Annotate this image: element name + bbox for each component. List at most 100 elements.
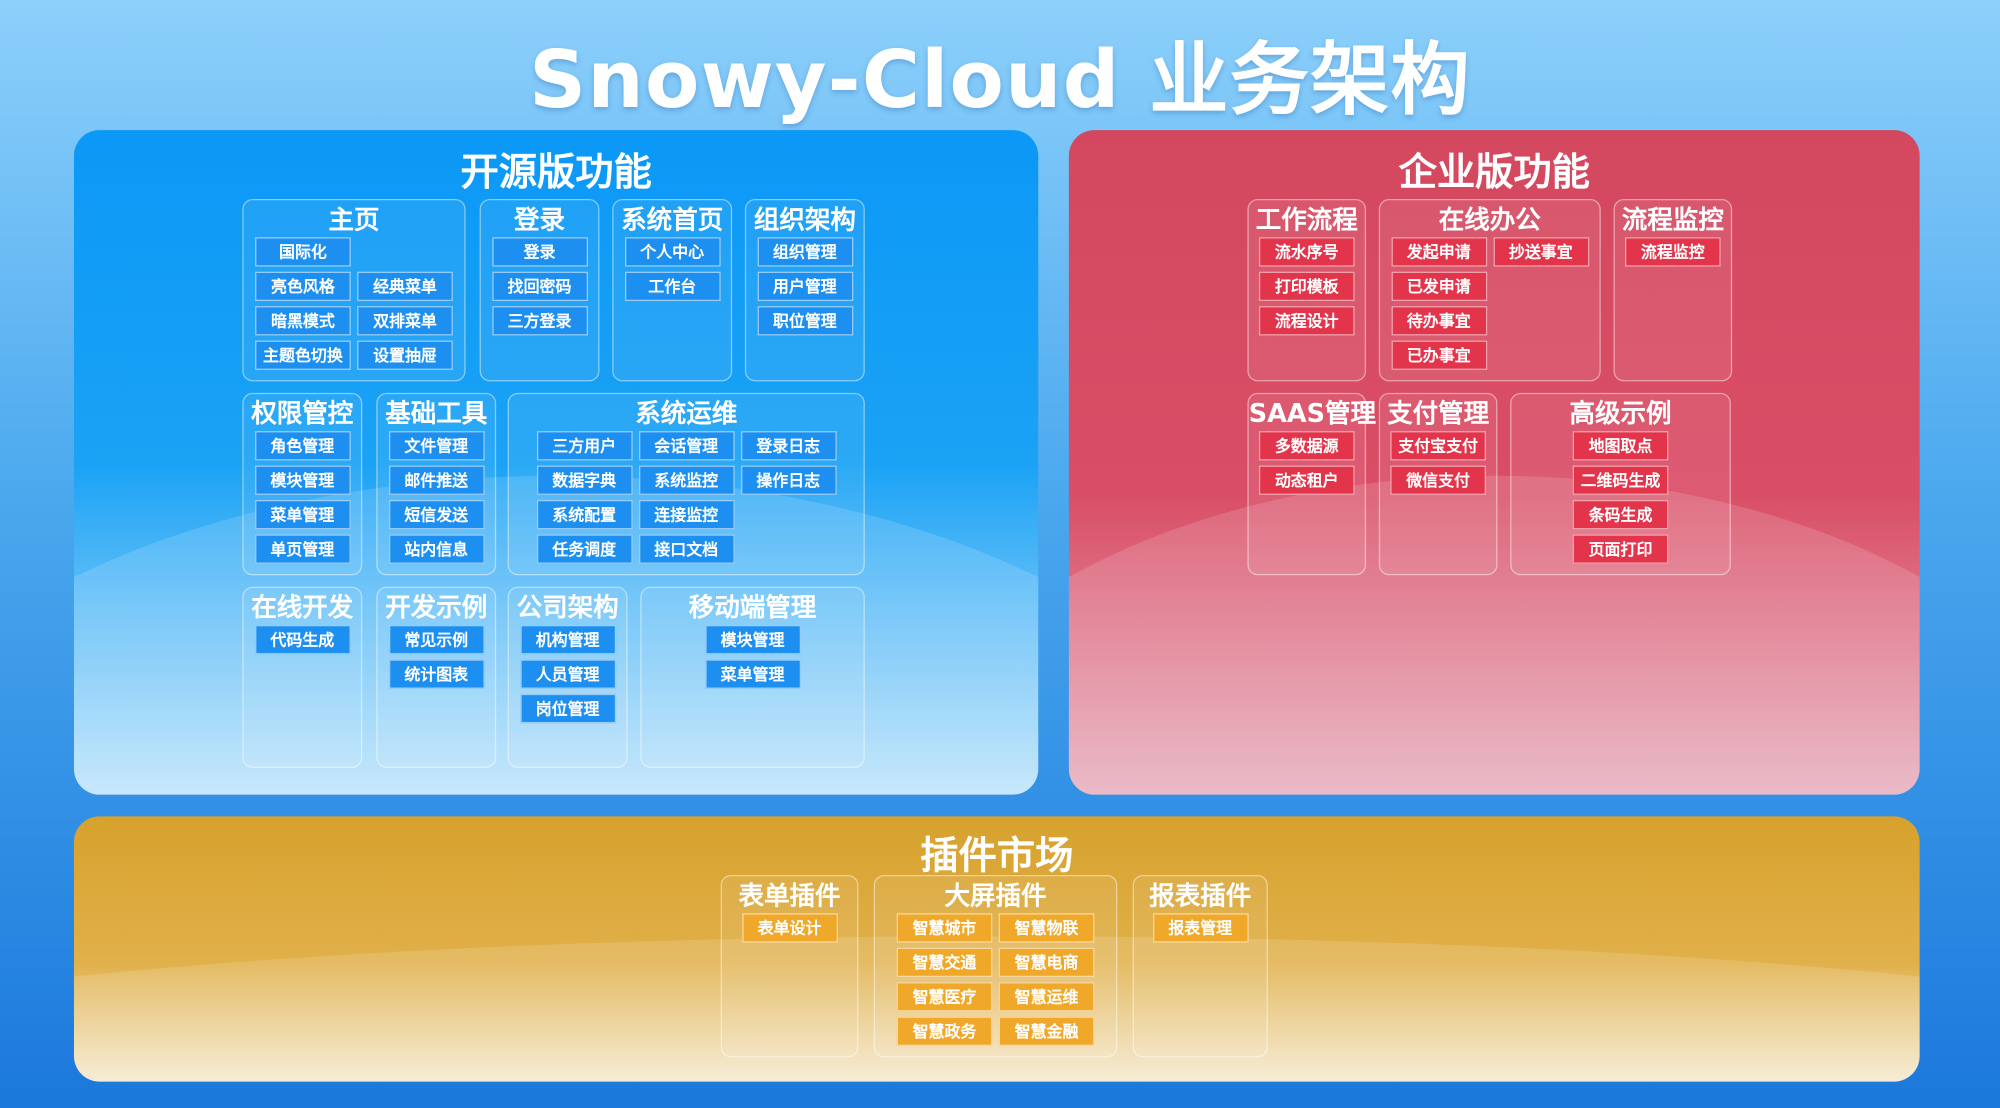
feature-item[interactable]: 智慧电商 bbox=[998, 947, 1095, 978]
feature-item[interactable]: 职位管理 bbox=[757, 306, 853, 336]
feature-item[interactable]: 智慧交通 bbox=[896, 947, 993, 978]
feature-item[interactable]: 站内信息 bbox=[388, 534, 485, 564]
feature-item[interactable]: 动态租户 bbox=[1258, 465, 1355, 495]
feature-item[interactable]: 登录日志 bbox=[740, 431, 837, 461]
feature-item[interactable]: 地图取点 bbox=[1572, 431, 1669, 461]
feature-item[interactable]: 支付宝支付 bbox=[1390, 431, 1486, 461]
feature-item[interactable]: 待办事宜 bbox=[1390, 306, 1487, 336]
feature-item[interactable]: 智慧金融 bbox=[998, 1016, 1095, 1046]
group-title: 报表插件 bbox=[1149, 880, 1252, 911]
feature-item[interactable]: 菜单管理 bbox=[704, 659, 801, 689]
feature-item[interactable]: 常见示例 bbox=[388, 624, 485, 655]
feature-item[interactable]: 报表管理 bbox=[1152, 913, 1249, 943]
feature-item[interactable]: 系统配置 bbox=[536, 499, 633, 530]
feature-item[interactable]: 已办事宜 bbox=[1390, 340, 1487, 370]
feature-item[interactable]: 工作台 bbox=[624, 271, 721, 302]
feature-item[interactable]: 角色管理 bbox=[254, 431, 351, 461]
group-title: 登录 bbox=[514, 204, 566, 235]
feature-item[interactable]: 多数据源 bbox=[1258, 431, 1355, 461]
feature-group: 在线开发 代码生成 bbox=[242, 586, 363, 768]
feature-item[interactable]: 连接监控 bbox=[638, 499, 735, 530]
feature-group: 工作流程 流水序号打印模板流程设计 bbox=[1247, 198, 1367, 382]
empty-cell bbox=[1493, 306, 1589, 335]
feature-item[interactable]: 暗黑模式 bbox=[255, 306, 351, 336]
feature-item[interactable]: 数据字典 bbox=[536, 465, 633, 495]
feature-item[interactable]: 抄送事宜 bbox=[1492, 237, 1589, 267]
open-source-title: 开源版功能 bbox=[460, 150, 652, 196]
group-title: SAAS管理 bbox=[1248, 397, 1376, 429]
feature-group: 在线办公 发起申请 抄送事宜 已发申请待办事宜已办事宜 bbox=[1378, 198, 1601, 382]
feature-group: 登录 登录找回密码三方登录 bbox=[479, 198, 600, 382]
feature-item[interactable]: 打印模板 bbox=[1258, 271, 1355, 302]
feature-item[interactable]: 双排菜单 bbox=[357, 306, 453, 336]
feature-item[interactable]: 单页管理 bbox=[254, 534, 351, 564]
feature-group: SAAS管理 多数据源动态租户 bbox=[1247, 392, 1376, 576]
feature-item[interactable]: 人员管理 bbox=[519, 659, 616, 689]
feature-item[interactable]: 三方用户 bbox=[536, 431, 633, 461]
feature-item[interactable]: 智慧政务 bbox=[896, 1016, 993, 1046]
enterprise-panel: 企业版功能 工作流程 流水序号 打印模板 流程设计 在线办公 发起申请 抄送事宜 已发申请 待办… bbox=[1068, 130, 1920, 795]
feature-item[interactable]: 智慧城市 bbox=[896, 913, 993, 943]
empty-cell bbox=[740, 534, 836, 563]
feature-item[interactable]: 页面打印 bbox=[1572, 534, 1669, 564]
feature-item[interactable]: 任务调度 bbox=[536, 534, 633, 564]
feature-item[interactable]: 岗位管理 bbox=[519, 693, 616, 724]
feature-item[interactable]: 系统监控 bbox=[638, 465, 735, 495]
feature-item[interactable]: 统计图表 bbox=[388, 659, 485, 689]
feature-item[interactable]: 用户管理 bbox=[757, 271, 853, 302]
group-title: 高级示例 bbox=[1569, 397, 1672, 429]
feature-group: 权限管控 角色管理 模块管理 菜单管理 单页管理 bbox=[242, 392, 363, 576]
feature-item[interactable]: 找回密码 bbox=[491, 271, 588, 302]
feature-item[interactable]: 模块管理 bbox=[704, 624, 801, 655]
feature-item[interactable]: 经典菜单 bbox=[357, 271, 453, 302]
feature-item[interactable]: 短信发送 bbox=[388, 499, 485, 530]
feature-item[interactable]: 接口文档 bbox=[638, 534, 735, 564]
feature-item[interactable]: 操作日志 bbox=[740, 465, 837, 495]
feature-group: 基础工具 文件管理 邮件推送 短信发送 站内信息 bbox=[376, 392, 497, 576]
feature-item[interactable]: 机构管理 bbox=[519, 624, 616, 655]
feature-item[interactable]: 模块管理 bbox=[254, 465, 351, 495]
feature-item[interactable]: 会话管理 bbox=[638, 431, 735, 461]
feature-group: 表单插件 表单设计 bbox=[720, 874, 859, 1058]
feature-item[interactable]: 个人中心 bbox=[624, 237, 721, 267]
group-title: 在线开发 bbox=[251, 591, 354, 623]
feature-item[interactable]: 设置抽屉 bbox=[357, 340, 453, 370]
feature-item[interactable]: 代码生成 bbox=[254, 624, 351, 655]
feature-item[interactable]: 菜单管理 bbox=[254, 499, 351, 530]
feature-item[interactable]: 发起申请 bbox=[1390, 237, 1487, 267]
feature-item[interactable]: 文件管理 bbox=[388, 431, 485, 461]
feature-item[interactable]: 已发申请 bbox=[1390, 271, 1487, 302]
group-title: 移动端管理 bbox=[688, 591, 817, 623]
open-source-panel: 开源版功能 主页 国际化 亮色风格 经典菜单 暗黑模式 双排菜单 主题色切换 设置抽屉 登录 登录… bbox=[73, 130, 1039, 795]
feature-item[interactable]: 三方登录 bbox=[491, 306, 588, 336]
feature-group: 高级示例 地图取点二维码生成条码生成页面打印 bbox=[1510, 392, 1731, 576]
feature-item[interactable]: 流程设计 bbox=[1258, 306, 1355, 336]
feature-item[interactable]: 流程监控 bbox=[1624, 237, 1721, 267]
feature-item[interactable]: 表单设计 bbox=[741, 913, 838, 943]
group-title: 公司架构 bbox=[516, 591, 619, 623]
feature-item[interactable]: 智慧物联 bbox=[998, 913, 1095, 943]
feature-item[interactable]: 国际化 bbox=[255, 237, 351, 267]
group-title: 系统运维 bbox=[635, 397, 738, 429]
feature-item[interactable]: 流水序号 bbox=[1258, 237, 1355, 267]
feature-group: 主页 国际化 亮色风格 经典菜单 暗黑模式 双排菜单 主题色切换 设置抽屉 bbox=[242, 198, 466, 382]
feature-item[interactable]: 主题色切换 bbox=[255, 340, 351, 370]
feature-item[interactable]: 登录 bbox=[491, 237, 588, 267]
feature-item[interactable]: 亮色风格 bbox=[255, 271, 351, 302]
feature-item[interactable]: 组织管理 bbox=[757, 237, 853, 267]
feature-item[interactable]: 邮件推送 bbox=[388, 465, 485, 495]
feature-item[interactable]: 二维码生成 bbox=[1572, 465, 1669, 495]
group-title: 流程监控 bbox=[1621, 204, 1724, 235]
plugins-panel: 插件市场 表单插件 表单设计 大屏插件 智慧城市 智慧物联 智慧交通 智慧电商 智慧医疗 智慧运… bbox=[73, 816, 1920, 1082]
feature-group: 移动端管理 模块管理菜单管理 bbox=[640, 586, 865, 768]
group-title: 在线办公 bbox=[1438, 204, 1541, 235]
feature-group: 公司架构 机构管理人员管理岗位管理 bbox=[507, 586, 628, 768]
group-title: 开发示例 bbox=[385, 591, 488, 623]
group-title: 大屏插件 bbox=[944, 880, 1047, 911]
feature-group: 系统运维 三方用户 会话管理 登录日志数据字典 系统监控 操作日志系统配置 连接监控 任务调度… bbox=[507, 392, 865, 576]
feature-item[interactable]: 微信支付 bbox=[1390, 465, 1486, 495]
feature-item[interactable]: 条码生成 bbox=[1572, 499, 1669, 530]
group-title: 工作流程 bbox=[1255, 204, 1358, 235]
feature-item[interactable]: 智慧运维 bbox=[998, 982, 1095, 1012]
feature-item[interactable]: 智慧医疗 bbox=[896, 982, 993, 1012]
